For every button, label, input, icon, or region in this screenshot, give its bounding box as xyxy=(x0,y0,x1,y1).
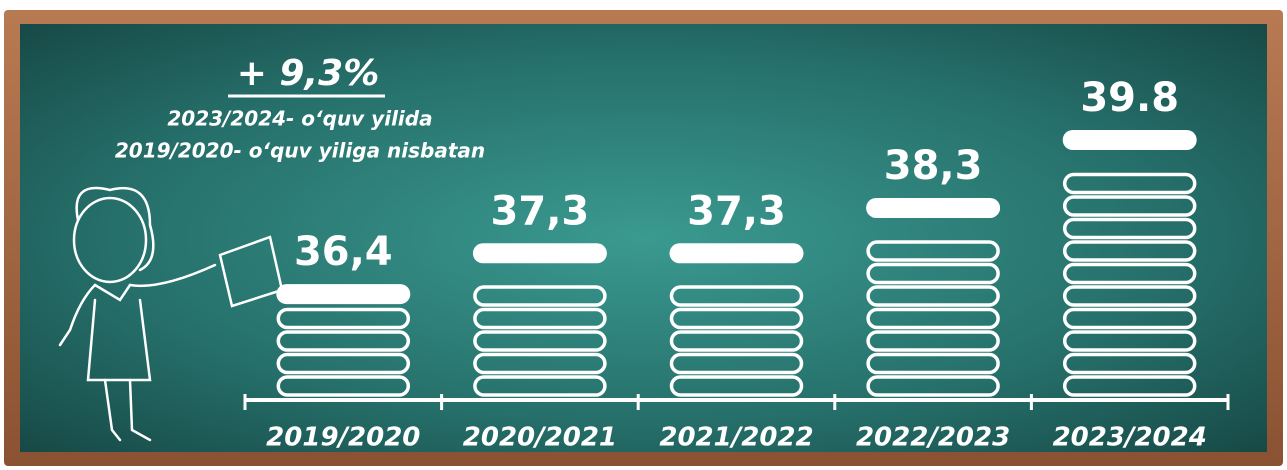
bar-ring xyxy=(473,330,607,352)
bar-ring xyxy=(866,240,1000,262)
bar-ring xyxy=(866,307,1000,330)
bar-ring xyxy=(276,307,411,330)
bar-cap xyxy=(472,243,607,264)
bar-ring xyxy=(669,307,804,330)
bar-ring xyxy=(1062,375,1197,397)
value-label: 37,3 xyxy=(491,188,590,234)
value-label: 38,3 xyxy=(884,143,983,189)
bar-ring xyxy=(1062,195,1197,217)
bar-ring xyxy=(1062,172,1197,195)
bar xyxy=(1062,130,1197,397)
x-tick-label: 2022/2023 xyxy=(856,423,1010,453)
bar-ring xyxy=(473,352,607,375)
x-tick-label: 2020/2021 xyxy=(463,423,617,453)
bar xyxy=(276,284,411,397)
board-surface xyxy=(20,24,1267,452)
x-tick-label: 2023/2024 xyxy=(1053,423,1207,453)
x-tick-label: 2019/2020 xyxy=(266,423,420,453)
x-tick-label: 2021/2022 xyxy=(659,423,813,453)
bar-ring xyxy=(669,375,804,397)
bar-ring xyxy=(1062,352,1197,375)
bar-ring xyxy=(1062,307,1197,330)
bar-ring xyxy=(866,285,1000,307)
bar-ring xyxy=(1062,262,1197,285)
annotation-line: 2023/2024- o‘quv yilida xyxy=(167,107,432,131)
bar-ring xyxy=(276,375,411,397)
value-label: 39.8 xyxy=(1080,75,1179,121)
bar-ring xyxy=(1062,330,1197,352)
bar-cap xyxy=(276,284,411,305)
bar xyxy=(669,243,804,397)
bar-ring xyxy=(669,285,804,307)
value-label: 37,3 xyxy=(687,188,786,234)
bar-ring xyxy=(866,330,1000,352)
bar-ring xyxy=(866,375,1000,397)
bar-cap xyxy=(669,243,804,264)
bar xyxy=(472,243,607,397)
bar-cap xyxy=(866,197,1001,218)
bar-ring xyxy=(473,375,607,397)
bar-ring xyxy=(1062,285,1197,307)
bar-ring xyxy=(1062,240,1197,262)
bar-ring xyxy=(473,307,607,330)
bar-ring xyxy=(866,262,1000,285)
bar-cap xyxy=(1062,130,1197,150)
bar-ring xyxy=(669,352,804,375)
bar-ring xyxy=(276,330,411,352)
annotation-percent: + 9,3% xyxy=(237,53,380,94)
bar-ring xyxy=(669,330,804,352)
bar-ring xyxy=(276,352,411,375)
value-label: 36,4 xyxy=(294,229,393,275)
bar-ring xyxy=(866,352,1000,375)
bar xyxy=(866,197,1001,397)
annotation-line: 2019/2020- o‘quv yiliga nisbatan xyxy=(115,139,485,163)
bar-ring xyxy=(1062,217,1197,240)
bar-ring xyxy=(473,285,607,307)
